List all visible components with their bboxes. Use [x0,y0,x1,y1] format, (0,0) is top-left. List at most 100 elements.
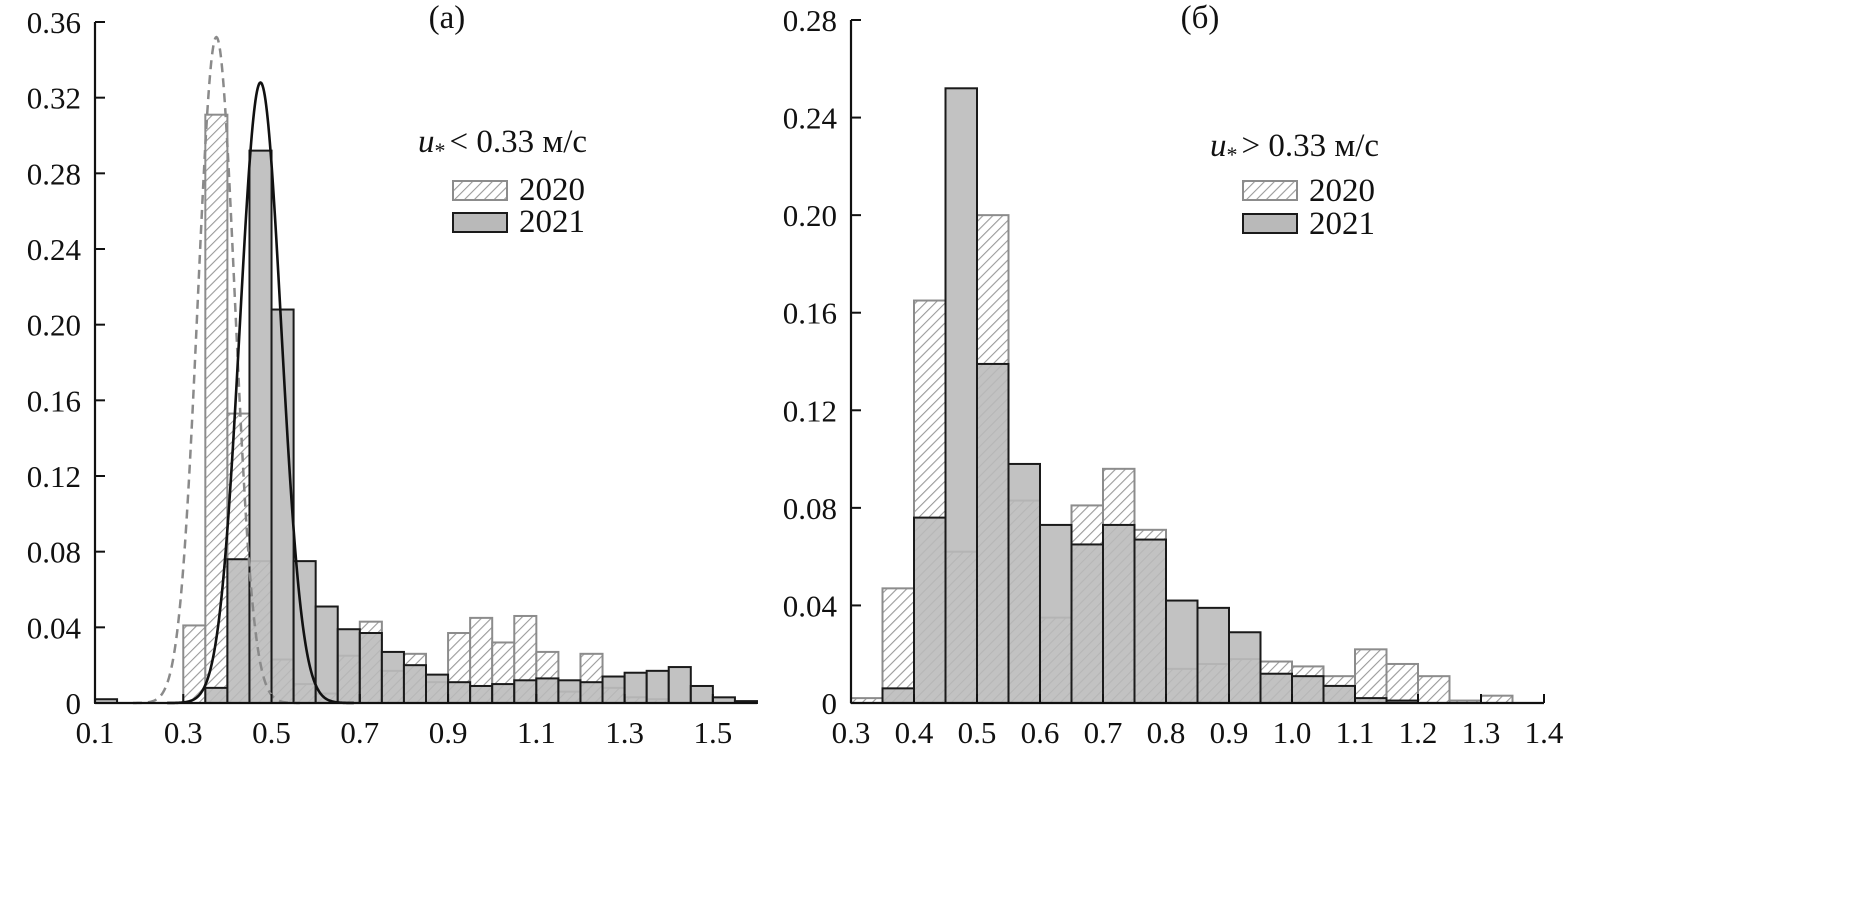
bar-2020-18 [1417,675,1451,704]
bar-2021-14 [1291,675,1325,704]
y-tick-label: 0.24 [27,232,82,267]
bar-2021-22 [579,681,604,705]
legend-swatch-2020-b [1242,180,1298,201]
axes-a [93,22,757,705]
y-tick-label: 0.04 [27,610,82,645]
bar-2021-25 [645,669,670,705]
bar-2021-3 [944,87,978,705]
bar-2021-16 [447,681,472,705]
y-tick-label: 0.28 [783,3,837,38]
y-tick-label: 0.28 [27,156,81,191]
bar-2021-6 [1039,523,1073,704]
fit-curve-2021 [167,81,354,705]
x-tick-label: 0.3 [164,715,203,750]
bar-2020-17 [1385,662,1419,704]
bar-2021-11 [336,628,361,704]
y-tick-label: 0.20 [783,198,837,233]
x-tick-label: 0.7 [1084,715,1123,750]
x-tick-label: 0.5 [958,715,997,750]
bar-2021-14 [402,664,427,704]
bar-2021-13 [380,650,405,704]
bar-2021-7 [1070,543,1104,705]
bar-2021-5 [204,686,229,704]
bar-2020-1 [881,587,915,704]
y-tick-label: 0.12 [27,459,81,494]
bars-2021-b [881,87,1419,705]
bar-2021-23 [601,675,626,705]
legend-b: u* > 0.33 м/с 2020 2021 [1210,128,1379,242]
x-tick-label: 1.2 [1399,715,1438,750]
legend-swatch-2020-a [452,180,508,201]
x-tick-label: 0.3 [832,715,871,750]
bar-2021-9 [1133,538,1167,704]
bar-2021-26 [667,666,692,704]
y-tick-label: 0.04 [783,588,838,623]
y-tick-label: 0.12 [783,393,837,428]
bar-2021-17 [469,684,494,704]
panel-title-a: (а) [429,0,466,36]
y-tick-label: 0.20 [27,308,81,343]
x-tick-label: 1.0 [1273,715,1312,750]
legend-title-symbol-b: u [1210,128,1227,164]
bar-2021-10 [1165,599,1199,704]
bar-2021-4 [976,362,1010,704]
axes-b [849,20,1544,705]
legend-title-condition-a: < 0.33 м/с [450,124,588,160]
legend-title-a: u* < 0.33 м/с [418,124,587,163]
y-tick-label: 0.16 [783,296,837,331]
bar-2021-15 [1322,684,1356,704]
y-tick-label: 0 [822,686,838,721]
legend-a: u* < 0.33 м/с 2020 2021 [418,124,587,240]
bar-2021-8 [1102,523,1136,704]
bar-2021-24 [623,671,648,704]
y-tick-label: 0.08 [27,535,81,570]
legend-title-condition-b: > 0.33 м/с [1242,128,1380,164]
legend-swatch-2021-b [1242,213,1298,234]
panel-b: 0.3 0.4 0.5 0.6 0.7 0.8 0.9 1.0 1.1 1.2 1.3 1.4 0 0.0… [783,0,1564,750]
legend-title-symbol-a: u [418,124,435,160]
legend-swatch-2021-a [452,212,508,233]
bar-2021-10 [314,605,339,705]
x-tick-label: 1.3 [1462,715,1501,750]
y-tick-label: 0.32 [27,81,81,116]
x-tick-label: 0.9 [429,715,468,750]
x-tick-label: 1.1 [1336,715,1375,750]
y-tick-label: 0.08 [783,491,837,526]
legend-title-b: u* > 0.33 м/с [1210,128,1379,167]
bar-2020-16 [1354,648,1388,705]
y-tick-label: 0 [66,686,82,721]
x-tick-label: 0.5 [252,715,291,750]
legend-label-2020-b: 2020 [1309,173,1375,209]
bar-2021-27 [689,684,714,704]
x-tick-label: 0.4 [895,715,934,750]
x-tick-label: 0.8 [1147,715,1186,750]
bar-2021-6 [226,558,251,704]
ticks-a: 0.1 0.3 0.5 0.7 0.9 1.1 1.3 1.5 0 0.04 0.08 0.12 0.1… [27,5,732,750]
legend-label-2021-a: 2021 [519,204,585,240]
y-tick-label: 0.24 [783,101,838,136]
bar-2021-15 [425,673,450,705]
y-tick-label: 0.16 [27,383,81,418]
x-tick-label: 0.9 [1210,715,1249,750]
bar-2021-2 [913,516,947,704]
legend-title-subscript-a: * [435,138,446,163]
x-tick-label: 0.7 [340,715,379,750]
bar-2021-19 [513,679,538,704]
x-tick-label: 1.3 [605,715,644,750]
y-tick-label: 0.36 [27,5,81,40]
bar-2021-20 [535,677,560,704]
bar-2021-12 [358,632,383,705]
legend-title-subscript-b: * [1227,142,1238,167]
bar-2021-11 [1196,606,1230,704]
bar-2021-7 [248,149,273,704]
bar-2021-18 [491,683,516,705]
bar-2021-21 [557,679,582,704]
panel-title-b: (б) [1181,0,1220,36]
panel-a: 0.1 0.3 0.5 0.7 0.9 1.1 1.3 1.5 0 0.04 0.08 0.12 0.1… [27,0,758,750]
bar-2021-13 [1259,672,1293,704]
bar-2021-5 [1007,462,1041,705]
x-tick-label: 0.1 [76,715,115,750]
legend-label-2020-a: 2020 [519,172,585,208]
x-tick-label: 1.5 [693,715,732,750]
